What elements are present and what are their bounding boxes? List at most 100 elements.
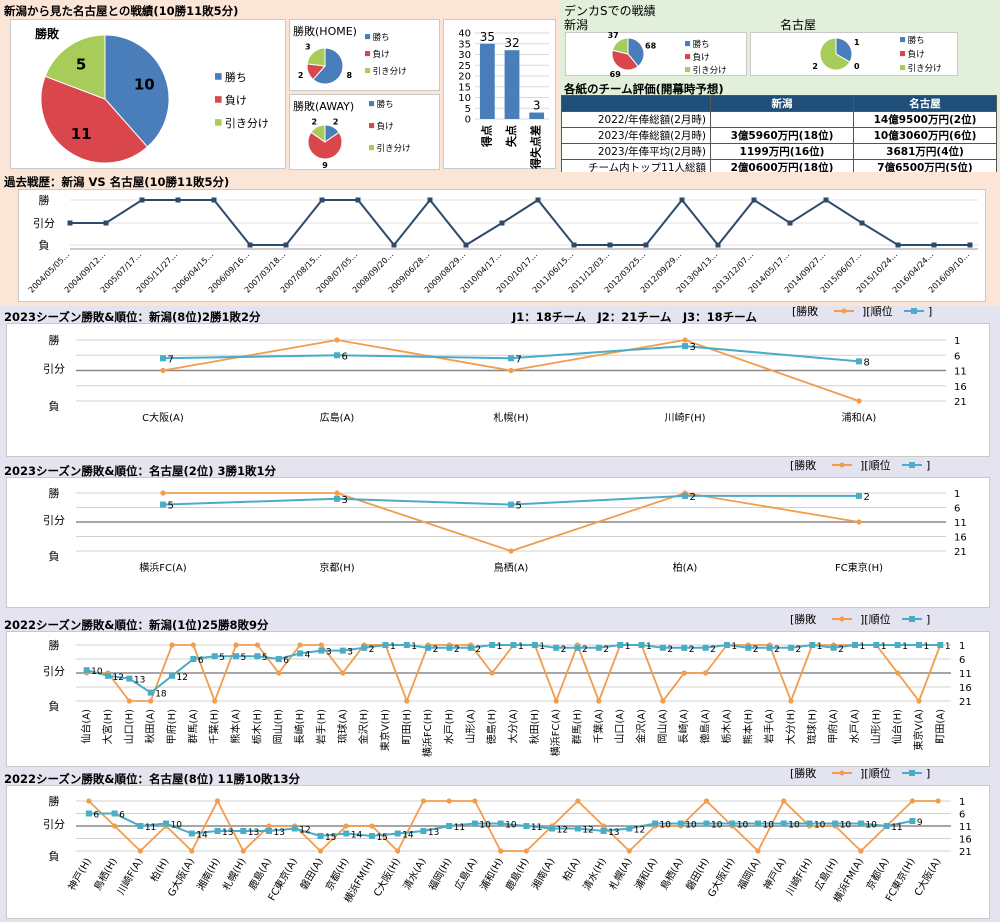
rank-point xyxy=(652,820,659,827)
ratings-title: 各紙のチーム評価(開幕時予想) xyxy=(564,82,724,96)
legend-result-marker xyxy=(839,616,845,622)
rank-point xyxy=(254,653,261,660)
rank-point xyxy=(394,830,401,837)
legend-label: 勝ち xyxy=(373,32,390,43)
legend-label: 引き分け xyxy=(225,116,269,130)
history-point xyxy=(679,197,685,203)
result-point xyxy=(498,848,504,854)
s2022-niigata-title: 2022シーズン勝敗&順位：新潟(1位)25勝8敗9分 xyxy=(4,618,269,632)
rank-data-label: 10 xyxy=(865,821,877,831)
history-point xyxy=(607,242,613,248)
rank-data-label: 7 xyxy=(168,354,174,365)
y-tick-label: 5 xyxy=(465,104,471,115)
rank-point xyxy=(851,642,858,648)
legend-swatch xyxy=(369,123,375,129)
rank-tick-label: 6 xyxy=(959,810,965,821)
ratings-row-niigata: 2億0600万円(18位) xyxy=(710,159,854,176)
rank-data-label: 13 xyxy=(248,828,259,838)
rank-tick-label: 21 xyxy=(959,847,972,858)
y-tick-label: 負 xyxy=(49,850,60,863)
pie-data-label: 2 xyxy=(298,71,304,80)
rank-point xyxy=(446,644,453,651)
rank-point xyxy=(600,828,607,834)
rank-point xyxy=(467,644,474,651)
rank-point xyxy=(523,823,530,829)
result-point xyxy=(160,490,166,496)
history-chart: 勝引分負2004/05/05…2004/09/12…2005/07/17…200… xyxy=(27,193,978,295)
x-tick-label: 岡山(A) xyxy=(657,709,669,744)
legend-swatch xyxy=(369,101,375,107)
rank-point xyxy=(510,642,517,648)
rank-data-label: 1 xyxy=(518,642,524,652)
x-tick-label: 柏(H) xyxy=(147,855,171,884)
rank-data-label: 18 xyxy=(155,690,167,700)
rank-data-label: 10 xyxy=(711,821,723,831)
rank-tick-label: 6 xyxy=(959,655,965,666)
x-tick-label: 水戸(A) xyxy=(849,709,861,744)
y-tick-label: 35 xyxy=(458,39,471,50)
result-point xyxy=(340,670,346,676)
rank-point xyxy=(787,644,794,651)
ratings-row-nagoya: 3681万円(4位) xyxy=(853,143,997,160)
pie-denka-niigata-box xyxy=(565,32,747,76)
x-tick-label: 札幌(A) xyxy=(606,855,635,892)
rank-data-label: 1 xyxy=(731,642,737,652)
legend-rank-marker xyxy=(911,308,917,314)
ratings-corner xyxy=(561,95,711,112)
legend-result-label: [勝敗 xyxy=(790,612,816,626)
rank-data-label: 6 xyxy=(119,811,125,821)
pie-slice-負け xyxy=(307,131,343,160)
x-tick-label: 横浜FC(A) xyxy=(139,561,186,574)
rank-line xyxy=(86,643,941,694)
legend-rank-marker xyxy=(909,616,915,622)
x-tick-label: 徳島(H) xyxy=(485,709,498,744)
rank-point xyxy=(723,642,730,648)
rank-data-label: 2 xyxy=(561,645,567,655)
rank-data-label: 2 xyxy=(710,645,716,655)
x-tick-label: 福岡(H) xyxy=(425,855,454,892)
legend-label: 引き分け xyxy=(693,66,727,76)
pie-slice-負け xyxy=(40,75,149,164)
rank-point xyxy=(160,355,166,362)
result-point xyxy=(703,798,710,804)
rank-point xyxy=(681,644,688,651)
ratings-col-niigata: 新潟 xyxy=(710,95,854,112)
pie-data-label: 69 xyxy=(610,70,622,79)
x-tick-label: 鹿島(A) xyxy=(246,855,275,892)
y-tick-label: 勝 xyxy=(49,333,60,347)
x-tick-label: 得点 xyxy=(479,125,493,148)
x-tick-label: 群馬(A) xyxy=(186,709,199,744)
legend-swatch xyxy=(900,37,906,43)
rank-data-label: 10 xyxy=(762,821,774,831)
rank-point xyxy=(275,656,282,662)
x-tick-label: 秋田(A) xyxy=(144,709,157,744)
rank-point xyxy=(233,653,240,660)
result-point xyxy=(935,798,941,804)
rank-tick-label: 1 xyxy=(959,641,965,652)
result-point xyxy=(343,823,349,829)
legend-rank-label: ][順位 xyxy=(862,304,893,318)
legend-bracket: ] xyxy=(926,767,930,780)
result-point xyxy=(395,848,401,854)
rank-data-label: 1 xyxy=(539,642,545,652)
result-point xyxy=(297,642,303,648)
rank-data-label: 7 xyxy=(516,354,522,365)
x-tick-label: 栃木(A) xyxy=(720,709,733,744)
rank-point xyxy=(334,495,340,502)
history-point xyxy=(427,197,433,203)
rank-data-label: 1 xyxy=(625,642,631,652)
rank-point xyxy=(937,642,944,648)
result-point xyxy=(86,798,92,804)
x-tick-label: 札幌(H) xyxy=(220,855,249,892)
pie-data-label: 68 xyxy=(645,42,657,51)
legend-result-label: [勝敗 xyxy=(790,766,816,780)
legend-swatch xyxy=(365,34,371,40)
legend-swatch xyxy=(900,51,906,57)
x-tick-label: 金沢(A) xyxy=(635,709,648,744)
result-point xyxy=(212,698,218,704)
rank-point xyxy=(297,650,304,657)
history-point xyxy=(931,242,937,248)
x-tick-label: 東京V(A) xyxy=(912,709,925,751)
y-tick-label: 勝 xyxy=(49,638,60,652)
rank-tick-label: 16 xyxy=(954,382,967,393)
